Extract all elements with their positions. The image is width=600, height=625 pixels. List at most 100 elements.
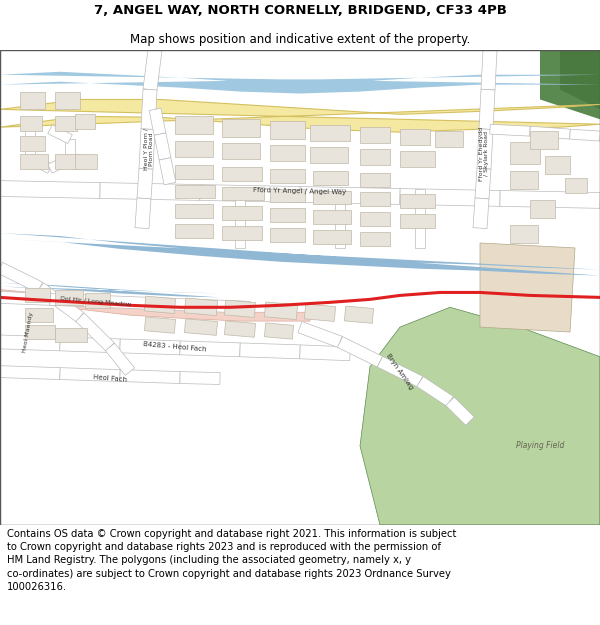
Text: Heol Y Plorn /
Plorn Road: Heol Y Plorn / Plorn Road xyxy=(143,128,154,170)
Polygon shape xyxy=(48,154,72,173)
Polygon shape xyxy=(145,296,176,314)
Polygon shape xyxy=(240,343,300,359)
Bar xyxy=(175,204,213,218)
Text: Heol Fach: Heol Fach xyxy=(93,374,127,383)
Bar xyxy=(222,143,260,159)
Polygon shape xyxy=(120,369,180,384)
Bar xyxy=(510,142,540,164)
Polygon shape xyxy=(337,337,383,367)
Bar xyxy=(530,201,555,218)
Bar xyxy=(222,167,262,181)
Bar xyxy=(400,151,435,167)
Polygon shape xyxy=(145,317,176,333)
Bar xyxy=(25,325,55,339)
Text: Map shows position and indicative extent of the property.: Map shows position and indicative extent… xyxy=(130,32,470,46)
Bar xyxy=(25,308,53,322)
Polygon shape xyxy=(50,294,100,308)
Polygon shape xyxy=(139,129,155,169)
Bar xyxy=(360,149,390,165)
Polygon shape xyxy=(0,291,50,305)
Polygon shape xyxy=(60,337,120,352)
Text: Fford Yr Angel / Angel Way: Fford Yr Angel / Angel Way xyxy=(253,188,347,196)
Text: Dol Hir / Long Meadow: Dol Hir / Long Meadow xyxy=(60,296,131,307)
Polygon shape xyxy=(135,198,151,229)
Bar xyxy=(222,206,262,220)
Polygon shape xyxy=(28,154,52,173)
Polygon shape xyxy=(137,168,153,199)
Polygon shape xyxy=(150,298,200,311)
Polygon shape xyxy=(0,289,310,321)
Polygon shape xyxy=(0,72,600,94)
Polygon shape xyxy=(25,119,35,139)
Polygon shape xyxy=(377,356,422,387)
Bar xyxy=(175,165,213,179)
Polygon shape xyxy=(335,218,345,248)
Polygon shape xyxy=(540,50,600,119)
Polygon shape xyxy=(446,397,474,425)
Polygon shape xyxy=(180,372,220,384)
Polygon shape xyxy=(335,189,345,218)
Polygon shape xyxy=(298,321,342,348)
Polygon shape xyxy=(475,168,491,199)
Bar xyxy=(400,194,435,208)
Text: Bryn Amlwg: Bryn Amlwg xyxy=(385,352,415,391)
Polygon shape xyxy=(481,49,497,90)
Polygon shape xyxy=(480,243,575,332)
Text: Contains OS data © Crown copyright and database right 2021. This information is : Contains OS data © Crown copyright and d… xyxy=(7,529,457,592)
Polygon shape xyxy=(300,345,350,361)
Bar xyxy=(25,288,50,302)
Bar xyxy=(530,131,558,149)
Bar xyxy=(175,141,213,157)
Bar xyxy=(360,213,390,226)
Polygon shape xyxy=(154,133,171,160)
Polygon shape xyxy=(0,99,600,132)
Bar xyxy=(270,121,305,139)
Polygon shape xyxy=(180,341,240,357)
Bar xyxy=(270,169,305,182)
Polygon shape xyxy=(37,282,83,322)
Text: Fford Yr Ehedydd
/ Skylark Road: Fford Yr Ehedydd / Skylark Road xyxy=(479,127,490,181)
Bar xyxy=(222,186,264,201)
Polygon shape xyxy=(235,218,245,248)
Text: B4283 - Heol Fach: B4283 - Heol Fach xyxy=(143,341,207,352)
Polygon shape xyxy=(224,300,256,318)
Polygon shape xyxy=(304,304,335,321)
Bar xyxy=(270,189,305,202)
Polygon shape xyxy=(0,181,100,198)
Bar xyxy=(20,91,45,109)
Polygon shape xyxy=(490,124,530,136)
Polygon shape xyxy=(235,189,245,218)
Polygon shape xyxy=(149,108,166,135)
Bar xyxy=(510,225,538,243)
Polygon shape xyxy=(159,158,176,185)
Polygon shape xyxy=(0,335,60,351)
Polygon shape xyxy=(184,298,218,316)
Polygon shape xyxy=(265,323,293,339)
Bar xyxy=(55,328,87,342)
Polygon shape xyxy=(265,302,298,319)
Polygon shape xyxy=(106,343,134,376)
Polygon shape xyxy=(400,189,500,206)
Bar xyxy=(55,291,83,305)
Bar xyxy=(270,228,305,242)
Bar xyxy=(175,184,215,199)
Bar xyxy=(360,192,390,206)
Polygon shape xyxy=(300,187,400,204)
Polygon shape xyxy=(100,296,150,309)
Bar xyxy=(222,119,260,137)
Bar xyxy=(270,208,305,222)
Polygon shape xyxy=(224,321,256,338)
Bar xyxy=(310,125,350,141)
Bar xyxy=(313,210,351,224)
Bar xyxy=(310,147,348,162)
Bar xyxy=(20,116,42,131)
Bar xyxy=(400,129,430,145)
Bar xyxy=(360,232,390,246)
Polygon shape xyxy=(184,319,218,336)
Polygon shape xyxy=(25,139,35,159)
Bar xyxy=(565,177,587,194)
Polygon shape xyxy=(200,184,300,203)
Polygon shape xyxy=(477,129,493,169)
Polygon shape xyxy=(141,89,157,129)
Bar xyxy=(85,294,110,308)
